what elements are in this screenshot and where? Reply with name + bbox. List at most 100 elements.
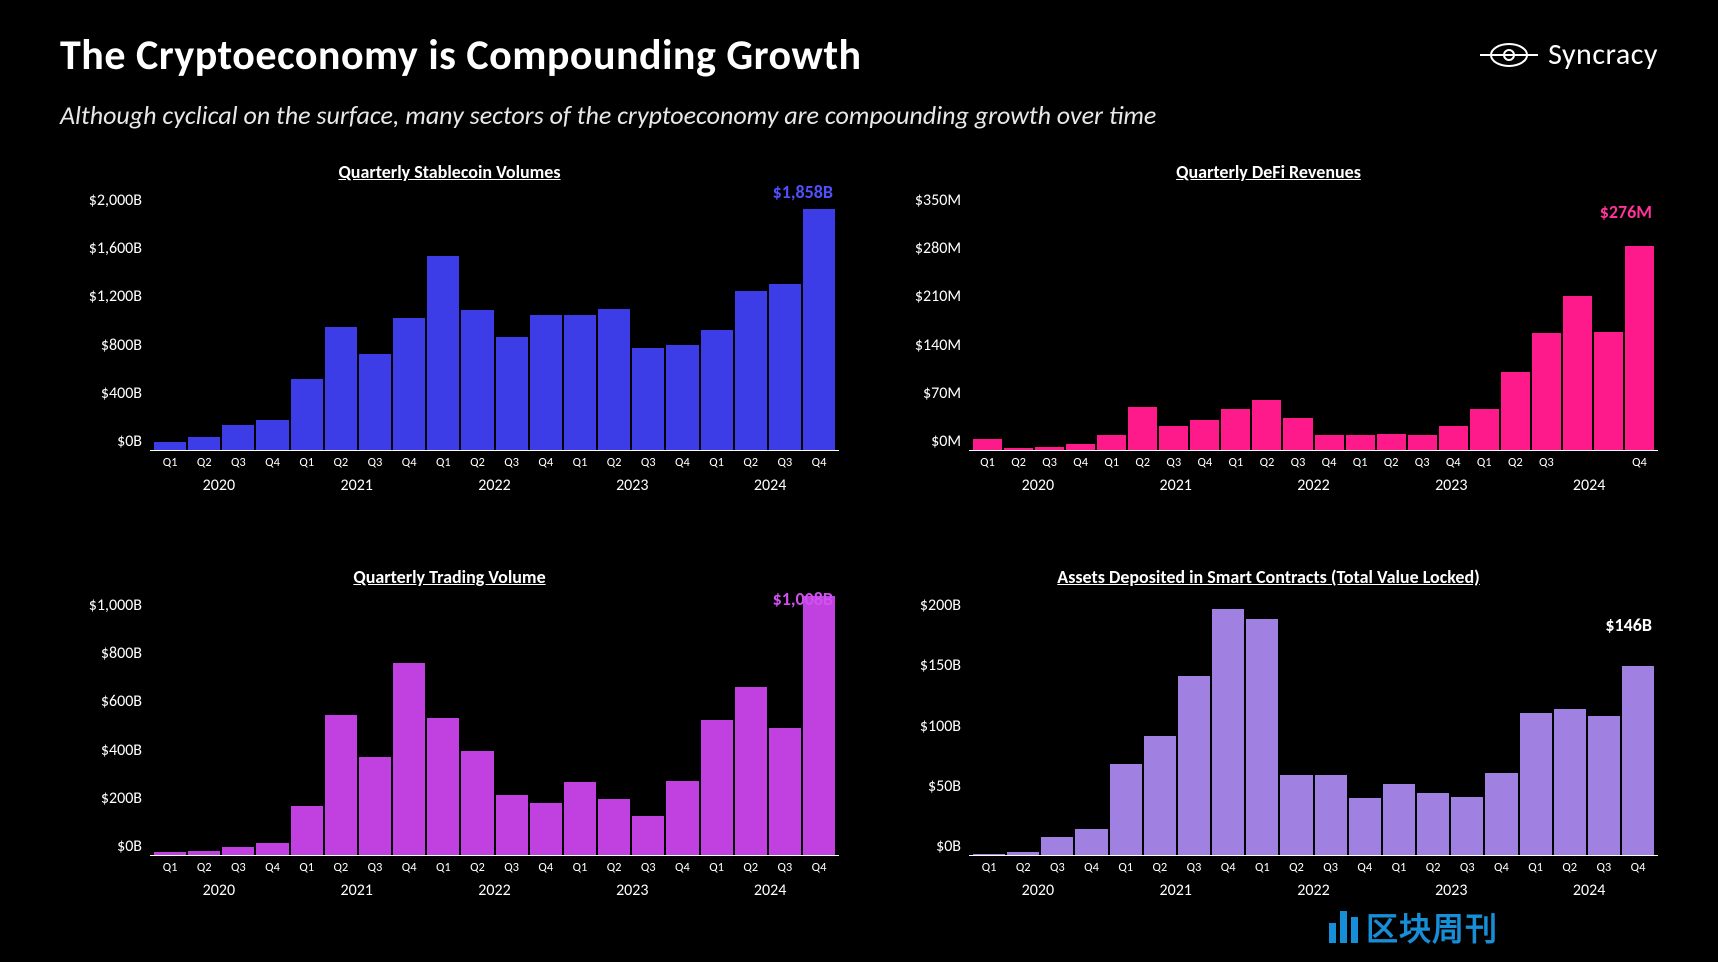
year-label: 2023	[1382, 476, 1520, 495]
y-tick-label: $0B	[117, 432, 142, 451]
y-axis: $200B$150B$100B$50B$0B	[879, 596, 969, 856]
bar	[598, 309, 630, 450]
x-tick-label: Q1	[427, 455, 459, 470]
y-tick-label: $600B	[101, 692, 142, 711]
y-tick-label: $800B	[101, 336, 142, 355]
bars-row	[969, 596, 1658, 855]
year-label: 2024	[701, 476, 839, 495]
x-tick-label: Q3	[1532, 455, 1561, 470]
bar	[701, 330, 733, 450]
x-tick-label: Q4	[530, 455, 562, 470]
x-tick-label: Q2	[1004, 455, 1033, 470]
x-tick-label: Q2	[598, 455, 630, 470]
bar	[1501, 372, 1530, 450]
x-tick-label: Q2	[1417, 860, 1449, 875]
syncracy-eye-icon	[1480, 37, 1538, 73]
x-tick-label: Q2	[1144, 860, 1176, 875]
bar	[1221, 409, 1250, 450]
bar	[291, 806, 323, 855]
bar	[530, 315, 562, 450]
bar	[1252, 400, 1281, 450]
bar	[393, 318, 425, 450]
bar	[1283, 418, 1312, 450]
plot-area: $276M	[969, 191, 1658, 451]
x-tick-label: Q1	[701, 860, 733, 875]
bar	[769, 728, 801, 855]
x-tick-label: Q1	[701, 455, 733, 470]
bar	[803, 596, 835, 855]
bar	[530, 803, 562, 855]
year-label: 2022	[426, 476, 564, 495]
x-tick-label: Q2	[325, 860, 357, 875]
year-label: 2023	[1382, 881, 1520, 900]
x-tick-label: Q4	[1315, 455, 1344, 470]
x-tick-label: Q3	[1283, 455, 1312, 470]
x-axis-years: 20202021202220232024	[150, 881, 839, 900]
bar	[1041, 837, 1073, 855]
x-tick-label: Q2	[598, 860, 630, 875]
bar	[1346, 435, 1375, 450]
bar	[973, 854, 1005, 855]
bar	[1588, 716, 1620, 855]
bar	[1349, 798, 1381, 855]
x-tick-label: Q1	[1470, 455, 1499, 470]
y-tick-label: $800B	[101, 644, 142, 663]
year-label: 2021	[288, 881, 426, 900]
bar	[632, 348, 664, 450]
x-tick-label: Q4	[393, 455, 425, 470]
bar	[803, 209, 835, 450]
x-tick-label: Q3	[222, 455, 254, 470]
x-tick-label: Q2	[1501, 455, 1530, 470]
x-tick-label: Q1	[154, 455, 186, 470]
bar	[1066, 444, 1095, 450]
year-label: 2024	[701, 881, 839, 900]
chart-title: Quarterly Trading Volume	[60, 566, 839, 588]
bars-row	[150, 596, 839, 855]
bar	[222, 425, 254, 450]
bar	[1532, 333, 1561, 450]
chart-trading: Quarterly Trading Volume $1,000B $800B $600…	[60, 566, 839, 941]
bar	[1470, 409, 1499, 450]
x-axis-years: 20202021202220232024	[969, 476, 1658, 495]
plot-area: $1,858B	[150, 191, 839, 451]
x-tick-label: Q2	[735, 455, 767, 470]
bar	[1178, 676, 1210, 855]
bar	[325, 715, 357, 855]
bar	[291, 379, 323, 450]
bar	[1377, 434, 1406, 450]
x-tick-label: Q1	[1383, 860, 1415, 875]
chart-body: $2,000B$1,600B$1,200B$800B$400B$0B$1,858…	[60, 191, 839, 451]
bar	[1035, 447, 1064, 450]
y-tick-label: $1,600B	[89, 239, 142, 258]
chart-body: $1,000B$800B$600B$400B$200B$0B$1,008B	[60, 596, 839, 856]
year-label: 2024	[1520, 881, 1658, 900]
x-tick-label: Q4	[1190, 455, 1219, 470]
chart-defi: Quarterly DeFi Revenues$350M$280M$210M$1…	[879, 161, 1658, 536]
bar	[154, 442, 186, 450]
bar	[1246, 619, 1278, 855]
bar	[1004, 448, 1033, 450]
bar	[393, 663, 425, 855]
bar	[598, 799, 630, 855]
x-axis-quarters: Q1Q2Q3Q4Q1Q2Q3Q4Q1Q2Q3Q4Q1Q2Q3Q4Q1Q2Q3Q4	[969, 451, 1658, 470]
title-block: The Cryptoeconomy is Compounding Growth …	[60, 30, 1156, 131]
x-axis-quarters: Q1Q2Q3Q4Q1Q2Q3Q4Q1Q2Q3Q4Q1Q2Q3Q4Q1Q2Q3Q4	[969, 856, 1658, 875]
y-tick-label: $70M	[923, 384, 961, 403]
callout-label: $1,858B	[773, 181, 833, 203]
x-tick-label: Q1	[564, 860, 596, 875]
bar	[427, 256, 459, 450]
bar	[1110, 764, 1142, 855]
bar	[564, 782, 596, 855]
x-axis-years: 20202021202220232024	[969, 881, 1658, 900]
x-tick-label: Q3	[1315, 860, 1347, 875]
callout-label: $146B	[1605, 614, 1652, 636]
year-label: 2023	[563, 476, 701, 495]
bar	[735, 291, 767, 450]
chart-title: Quarterly Stablecoin Volumes	[60, 161, 839, 183]
y-tick-label: $1,000B	[89, 596, 142, 615]
bar	[1417, 793, 1449, 855]
x-tick-label: Q1	[564, 455, 596, 470]
bar	[564, 315, 596, 450]
bar	[496, 795, 528, 855]
x-tick-label: Q2	[461, 455, 493, 470]
